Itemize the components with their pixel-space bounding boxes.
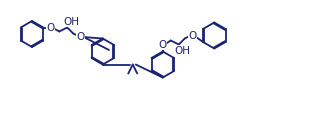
Text: O: O bbox=[46, 23, 54, 33]
Text: O: O bbox=[77, 32, 85, 42]
Text: OH: OH bbox=[175, 45, 191, 55]
Text: O: O bbox=[188, 30, 196, 40]
Text: OH: OH bbox=[63, 17, 79, 27]
Text: O: O bbox=[159, 39, 167, 49]
